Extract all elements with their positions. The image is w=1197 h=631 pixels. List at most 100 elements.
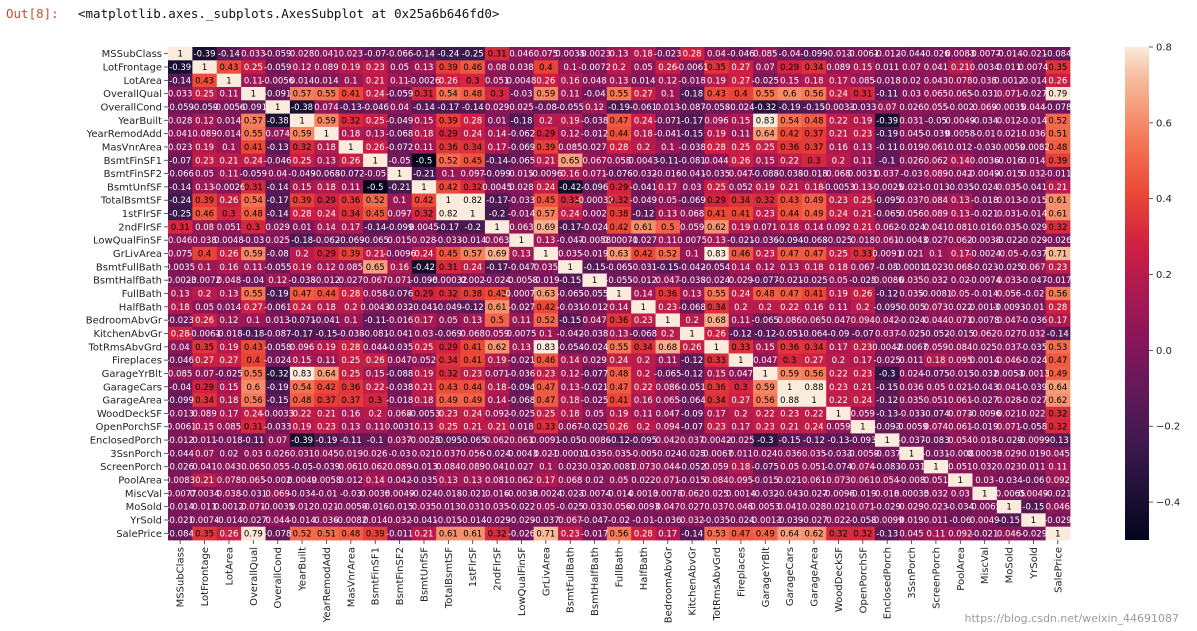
heatmap-cell-label: -0.0053	[408, 409, 441, 419]
x-tick-label: SalePrice	[1053, 547, 1064, 593]
x-tick-label: MoSold	[1005, 547, 1016, 583]
heatmap-cell-label: 0.47	[805, 250, 824, 260]
heatmap-cell-label: -0.019	[849, 489, 876, 499]
heatmap-cell-label: 0.41	[463, 343, 482, 353]
heatmap-cell-label: -0.0081	[920, 290, 953, 300]
heatmap-cell	[265, 113, 291, 128]
heatmap-cell-label: 0.59	[317, 116, 336, 126]
heatmap-cell-label: -0.32	[267, 369, 289, 379]
heatmap-cell-label: 1	[665, 316, 670, 326]
heatmap-cell-label: 0.16	[219, 263, 238, 273]
heatmap-cell-label: 0.21	[951, 63, 970, 73]
heatmap-cell-label: 0.25	[439, 423, 458, 433]
heatmap-cell-label: 0.27	[731, 396, 750, 406]
heatmap-cell-label: -0.011	[386, 529, 413, 539]
heatmap-cell-label: 0.3	[466, 76, 480, 86]
heatmap-cell-label: 0.29	[536, 130, 555, 140]
heatmap-cell-label: 0.042	[875, 316, 899, 326]
heatmap-cell-label: 0.21	[853, 383, 872, 393]
heatmap-cell-label: 0.07	[878, 103, 897, 113]
heatmap-cell	[582, 86, 608, 101]
heatmap-cell-label: 0.11	[853, 156, 872, 166]
heatmap-cell-label: -0.075	[752, 463, 779, 473]
heatmap-cell-label: 0.26	[439, 76, 458, 86]
heatmap-cell-label: 0.0012	[214, 503, 244, 513]
heatmap-cell-label: -0.11	[242, 436, 264, 446]
heatmap-cell	[704, 193, 730, 208]
heatmap-cell-label: 1	[787, 383, 792, 393]
heatmap-cell	[1021, 153, 1047, 168]
heatmap-cell	[631, 180, 656, 194]
x-tick-label: TotRmsAbvGrd	[712, 547, 723, 622]
heatmap-cell-label: 1	[958, 476, 963, 486]
heatmap-cell	[874, 180, 900, 194]
heatmap-cell-label: 0.044	[704, 156, 728, 166]
x-tick-label: GarageYrBlt	[761, 547, 772, 607]
heatmap-cell	[289, 100, 315, 115]
heatmap-cell-label: 0.55	[244, 130, 263, 140]
heatmap-cell-label: 0.22	[756, 409, 775, 419]
x-tick-label: LotFrontage	[200, 547, 211, 606]
heatmap-cell	[533, 166, 559, 181]
heatmap-cell-label: -0.038	[678, 143, 705, 153]
heatmap-cell	[411, 73, 437, 88]
heatmap-cell	[899, 73, 925, 88]
heatmap-cell-label: 0.071	[997, 90, 1021, 100]
heatmap-cell-label: -0.029	[508, 516, 535, 526]
heatmap-cell	[338, 180, 364, 194]
heatmap-cell	[606, 180, 632, 194]
heatmap-cell-label: 0.29	[439, 343, 458, 353]
heatmap-cell-label: -0.19	[267, 290, 289, 300]
heatmap-cell-label: 0.49	[756, 529, 775, 539]
heatmap-cell-label: 0.24	[244, 156, 263, 166]
heatmap-cell-label: 0.43	[244, 343, 263, 353]
heatmap-cell-label: 0.11	[244, 76, 263, 86]
heatmap-cell-label: 0.041	[924, 223, 948, 233]
heatmap-cell-label: 0.011	[875, 63, 899, 73]
heatmap-cell-label: 0.47	[536, 383, 555, 393]
heatmap-cell-label: 0.55	[317, 90, 336, 100]
heatmap-cell	[850, 166, 876, 181]
heatmap-cell-label: 0.31	[244, 423, 263, 433]
heatmap-cell-label: -0.016	[362, 503, 389, 513]
heatmap-cell	[679, 113, 705, 128]
heatmap-cell-label: 0.36	[341, 196, 360, 206]
heatmap-cell	[484, 126, 510, 141]
heatmap-cell	[314, 180, 340, 194]
heatmap-cell-label: 0.061	[339, 463, 363, 473]
heatmap-cell-label: 0.28	[683, 50, 702, 60]
heatmap-cell-label: 0.21	[536, 156, 555, 166]
heatmap-cell-label: -0.076	[605, 170, 632, 180]
heatmap-cell	[582, 113, 608, 128]
heatmap-cell-label: 0.03	[244, 449, 263, 459]
heatmap-cell-label: 0.059	[924, 343, 948, 353]
heatmap-cell	[826, 153, 851, 168]
heatmap-cell-label: 0.05	[1000, 250, 1019, 260]
heatmap-cell-label: 0.01	[488, 116, 507, 126]
heatmap-cell	[289, 153, 315, 168]
heatmap-cell-label: 0.21	[463, 423, 482, 433]
heatmap-cell-label: 0.2	[637, 143, 651, 153]
heatmap-cell-label: 0.012	[339, 476, 363, 486]
heatmap-cell-label: 0.32	[1048, 423, 1067, 433]
heatmap-cell-label: 0.59	[756, 383, 775, 393]
heatmap-cell-label: -0.083	[922, 436, 949, 446]
heatmap-cell-label: 0.1	[539, 463, 553, 473]
heatmap-cell-label: 0.0083	[165, 476, 195, 486]
heatmap-cell-label: 0.19	[829, 290, 848, 300]
heatmap-cell-label: 0.02	[902, 76, 921, 86]
heatmap-cell	[436, 47, 461, 61]
heatmap-cell	[363, 153, 388, 168]
y-axis-labels: MSSubClassLotFrontageLotAreaOverallQualO…	[86, 49, 168, 540]
heatmap-cell-label: 0.35	[195, 529, 214, 539]
heatmap-cell-label: -0.0033	[261, 409, 294, 419]
heatmap-cell-label: 0.041	[168, 130, 192, 140]
heatmap-cell-label: 0.6	[247, 383, 261, 393]
y-tick-label: 2ndFlrSF	[118, 222, 162, 233]
heatmap-cell-label: 0.62	[488, 343, 507, 353]
heatmap-cell-label: 0.029	[899, 503, 923, 513]
heatmap-cell	[753, 47, 778, 61]
heatmap-cell	[241, 166, 266, 181]
heatmap-cell-label: 0.021	[777, 476, 801, 486]
heatmap-cell-label: 0.0048	[214, 236, 244, 246]
